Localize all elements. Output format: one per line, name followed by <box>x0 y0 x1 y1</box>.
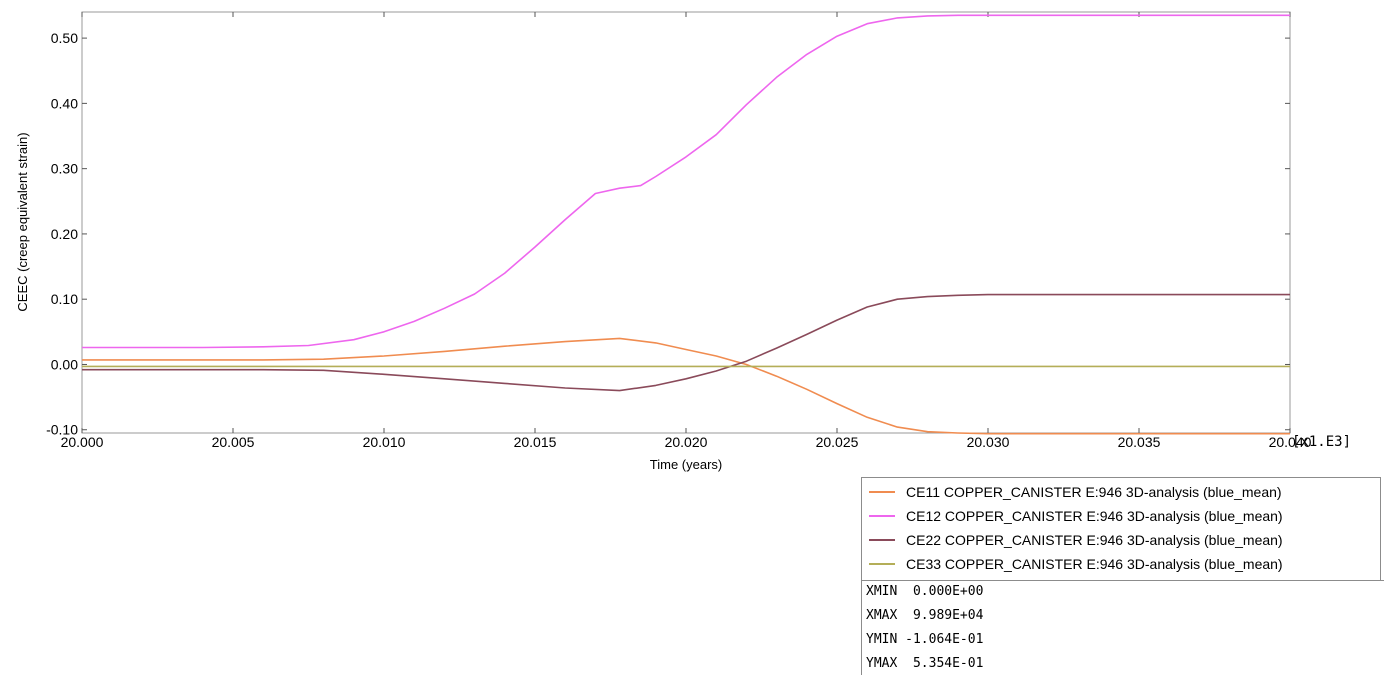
legend-swatch <box>869 539 895 541</box>
x-tick-label: 20.030 <box>967 434 1010 450</box>
y-tick-label: -0.10 <box>46 422 78 438</box>
x-tick-label: 20.010 <box>363 434 406 450</box>
legend-item: CE22 COPPER_CANISTER E:946 3D-analysis (… <box>862 528 1380 552</box>
x-tick-label: 20.035 <box>1118 434 1161 450</box>
x-tick-label: 20.000 <box>61 434 104 450</box>
xmin-readout: XMIN 0.000E+00 <box>866 584 984 599</box>
x-tick-label: 20.005 <box>212 434 255 450</box>
x-tick-label: 20.020 <box>665 434 708 450</box>
y-tick-label: 0.00 <box>51 356 78 372</box>
legend: CE11 COPPER_CANISTER E:946 3D-analysis (… <box>861 477 1381 581</box>
series-line-1 <box>82 337 1290 435</box>
legend-item: CE33 COPPER_CANISTER E:946 3D-analysis (… <box>862 552 1380 576</box>
series-line-2 <box>82 14 1290 349</box>
legend-item: CE12 COPPER_CANISTER E:946 3D-analysis (… <box>862 504 1380 528</box>
legend-swatch <box>869 491 895 493</box>
range-info-box: XMIN 0.000E+00 XMAX 9.989E+04 YMIN -1.06… <box>861 580 1384 675</box>
legend-swatch <box>869 563 895 565</box>
x-tick-label: 20.015 <box>514 434 557 450</box>
ymin-readout: YMIN -1.064E-01 <box>866 632 984 647</box>
legend-label: CE33 COPPER_CANISTER E:946 3D-analysis (… <box>906 556 1283 572</box>
legend-swatch <box>869 515 895 517</box>
xmax-readout: XMAX 9.989E+04 <box>866 608 984 623</box>
x-tick-label: 20.040 <box>1269 434 1312 450</box>
series-line-3 <box>82 293 1290 392</box>
x-axis-scale-label: [x1.E3] <box>1292 434 1351 450</box>
legend-label: CE11 COPPER_CANISTER E:946 3D-analysis (… <box>906 484 1282 500</box>
series-lines <box>82 14 1290 435</box>
y-axis-ticks: -0.10 0.00 0.10 0.20 0.30 0.40 0.50 <box>46 30 1290 438</box>
x-axis-ticks: 20.000 20.005 20.010 20.015 20.020 20.025 20.0… <box>61 12 1312 450</box>
y-tick-label: 0.10 <box>51 291 78 307</box>
ymax-readout: YMAX 5.354E-01 <box>866 656 984 671</box>
chart: -0.100.000.100.200.300.400.50 20.000 20.0… <box>15 11 1351 472</box>
y-tick-label: 0.40 <box>51 95 78 111</box>
legend-item: CE11 COPPER_CANISTER E:946 3D-analysis (… <box>862 480 1380 504</box>
y-tick-label: 0.50 <box>51 30 78 46</box>
legend-label: CE12 COPPER_CANISTER E:946 3D-analysis (… <box>906 508 1283 524</box>
legend-label: CE22 COPPER_CANISTER E:946 3D-analysis (… <box>906 532 1283 548</box>
y-tick-label: 0.20 <box>51 226 78 242</box>
y-tick-label: 0.30 <box>51 161 78 177</box>
y-axis-label: CEEC (creep equivalent strain) <box>15 132 30 311</box>
x-tick-label: 20.025 <box>816 434 859 450</box>
x-axis-label: Time (years) <box>650 457 722 472</box>
